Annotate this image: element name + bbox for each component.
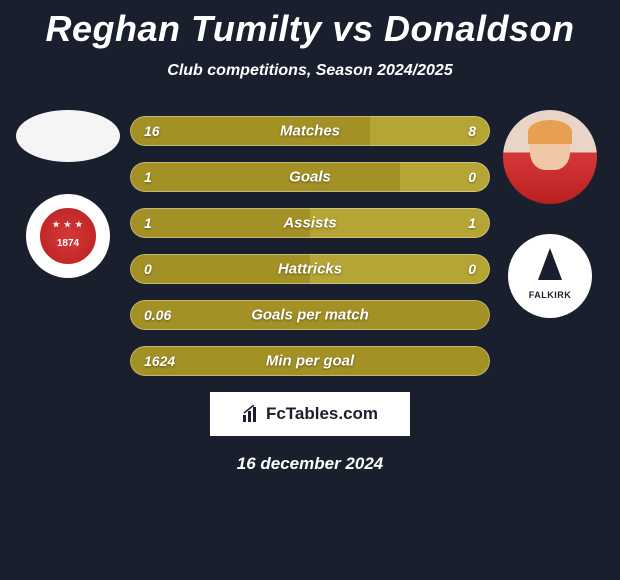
date-text: 16 december 2024: [0, 454, 620, 474]
stat-label: Min per goal: [266, 353, 354, 370]
brand-badge: FcTables.com: [210, 392, 410, 436]
stat-row-assists: 1 1 Assists: [130, 208, 490, 238]
stat-right-value: 1: [468, 215, 476, 231]
right-player-avatar: [503, 110, 597, 204]
stat-bars: 16 8 Matches 1 0 Goals 1 1 Assists 0 0 Hattricks 0.0…: [130, 110, 490, 376]
right-player-column: [500, 110, 600, 318]
left-player-column: 1874: [8, 110, 128, 278]
stat-left-value: 0.06: [144, 307, 171, 323]
stat-label: Assists: [283, 215, 336, 232]
right-club-badge: [508, 234, 592, 318]
stat-row-goals-per-match: 0.06 Goals per match: [130, 300, 490, 330]
stat-right-value: 0: [468, 169, 476, 185]
left-club-year: 1874: [57, 238, 79, 249]
stat-label: Goals per match: [251, 307, 369, 324]
stat-label: Matches: [280, 123, 340, 140]
brand-text: FcTables.com: [266, 404, 378, 424]
stat-label: Goals: [289, 169, 331, 186]
stat-left-value: 16: [144, 123, 160, 139]
stat-right-value: 8: [468, 123, 476, 139]
stat-left-value: 1624: [144, 353, 175, 369]
stat-right-value: 0: [468, 261, 476, 277]
stat-row-matches: 16 8 Matches: [130, 116, 490, 146]
stat-row-min-per-goal: 1624 Min per goal: [130, 346, 490, 376]
stat-label: Hattricks: [278, 261, 342, 278]
stat-left-value: 1: [144, 169, 152, 185]
subtitle: Club competitions, Season 2024/2025: [0, 62, 620, 80]
stat-row-hattricks: 0 0 Hattricks: [130, 254, 490, 284]
comparison-content: 1874 16 8 Matches 1 0 Goals 1 1 Assists 0 0 Hattric…: [0, 110, 620, 376]
stat-row-goals: 1 0 Goals: [130, 162, 490, 192]
chart-icon: [242, 405, 260, 423]
stat-left-value: 1: [144, 215, 152, 231]
left-player-avatar: [16, 110, 120, 162]
stat-left-value: 0: [144, 261, 152, 277]
left-club-badge: 1874: [26, 194, 110, 278]
page-title: Reghan Tumilty vs Donaldson: [0, 0, 620, 50]
